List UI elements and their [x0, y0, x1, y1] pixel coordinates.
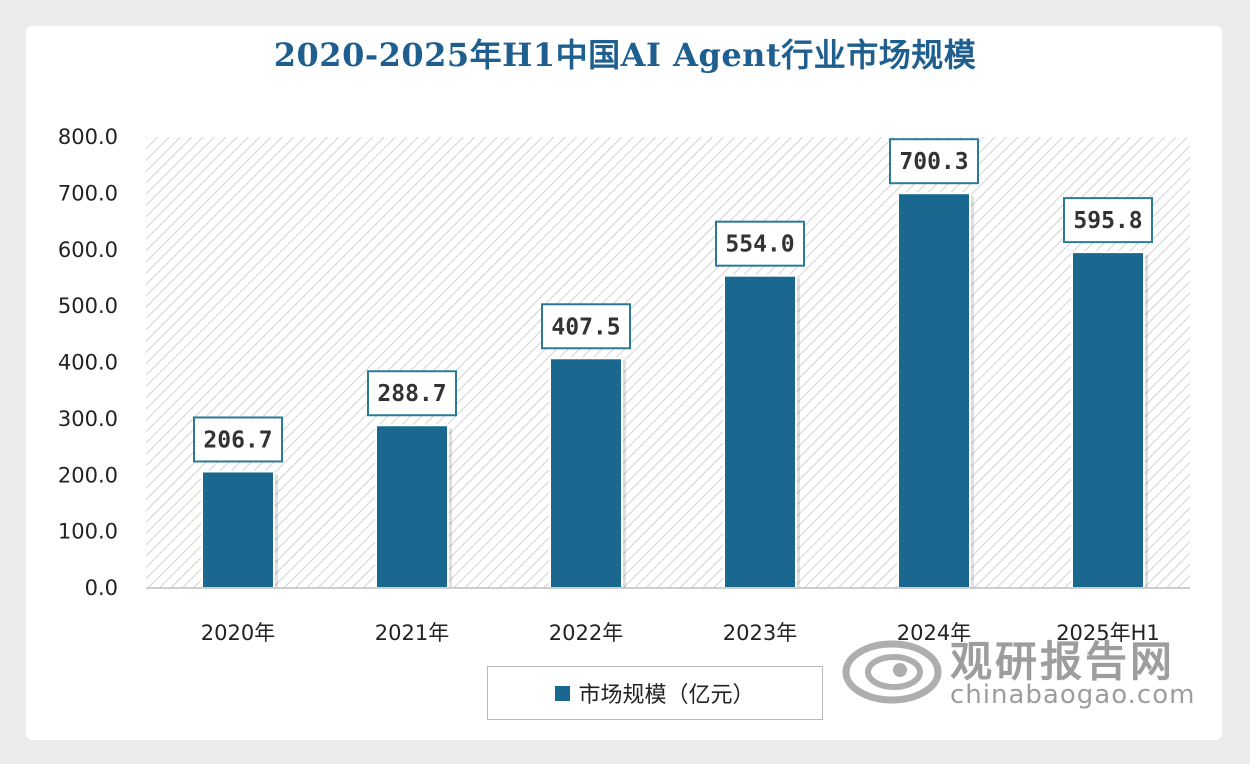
data-label-box: [541, 303, 631, 350]
legend-swatch: [555, 685, 571, 701]
y-tick-label: 500.0: [58, 294, 118, 318]
legend: 市场规模（亿元）: [487, 666, 823, 720]
watermark-en: chinabaogao.com: [950, 680, 1196, 710]
y-tick-label: 600.0: [58, 238, 118, 262]
y-tick-label: 0.0: [85, 576, 118, 600]
bar: [201, 470, 275, 589]
data-label: 595.8: [1073, 208, 1142, 234]
bar: [549, 357, 623, 589]
y-tick-label: 200.0: [58, 463, 118, 487]
watermark: 观研报告网 chinabaogao.com: [842, 628, 1202, 714]
x-tick-label: 2020年: [201, 621, 275, 645]
x-tick-label: 2025年H1: [1056, 621, 1160, 645]
watermark-cn: 观研报告网: [950, 637, 1176, 686]
y-axis: 0.0 100.0 200.0 300.0 400.0 500.0 600.0 700.0 80…: [58, 125, 118, 600]
legend-label: 市场规模（亿元）: [578, 683, 755, 708]
x-tick-label: 2023年: [723, 621, 797, 645]
bar: [1071, 251, 1145, 590]
plot-area-background: [146, 137, 1190, 588]
data-label-box: [1063, 197, 1153, 244]
data-label: 700.3: [899, 149, 968, 175]
data-label-box: [367, 370, 457, 417]
y-tick-label: 800.0: [58, 125, 118, 149]
bars: 206.7 288.7 407.5 554.0 700.3 595.8: [193, 138, 1153, 590]
y-tick-label: 100.0: [58, 520, 118, 544]
data-label: 407.5: [551, 314, 620, 340]
x-axis: 2020年 2021年 2022年 2023年 2024年 2025年H1: [201, 621, 1160, 645]
x-tick-label: 2022年: [549, 621, 623, 645]
data-label: 206.7: [203, 427, 272, 453]
bar: [723, 274, 797, 589]
x-tick-label: 2021年: [375, 621, 449, 645]
y-tick-label: 400.0: [58, 351, 118, 375]
chart-title: 2020-2025年H1中国AI Agent行业市场规模: [273, 36, 977, 74]
data-label-box: [889, 138, 979, 185]
bar: [897, 192, 971, 589]
data-label-box: [193, 416, 283, 463]
y-tick-label: 300.0: [58, 407, 118, 431]
bar: [375, 424, 449, 589]
data-label-box: [715, 220, 805, 267]
watermark-logo-icon: [842, 640, 942, 704]
x-tick-label: 2024年: [897, 621, 971, 645]
data-label: 554.0: [725, 232, 794, 258]
data-label: 288.7: [377, 381, 446, 407]
y-tick-label: 700.0: [58, 181, 118, 205]
